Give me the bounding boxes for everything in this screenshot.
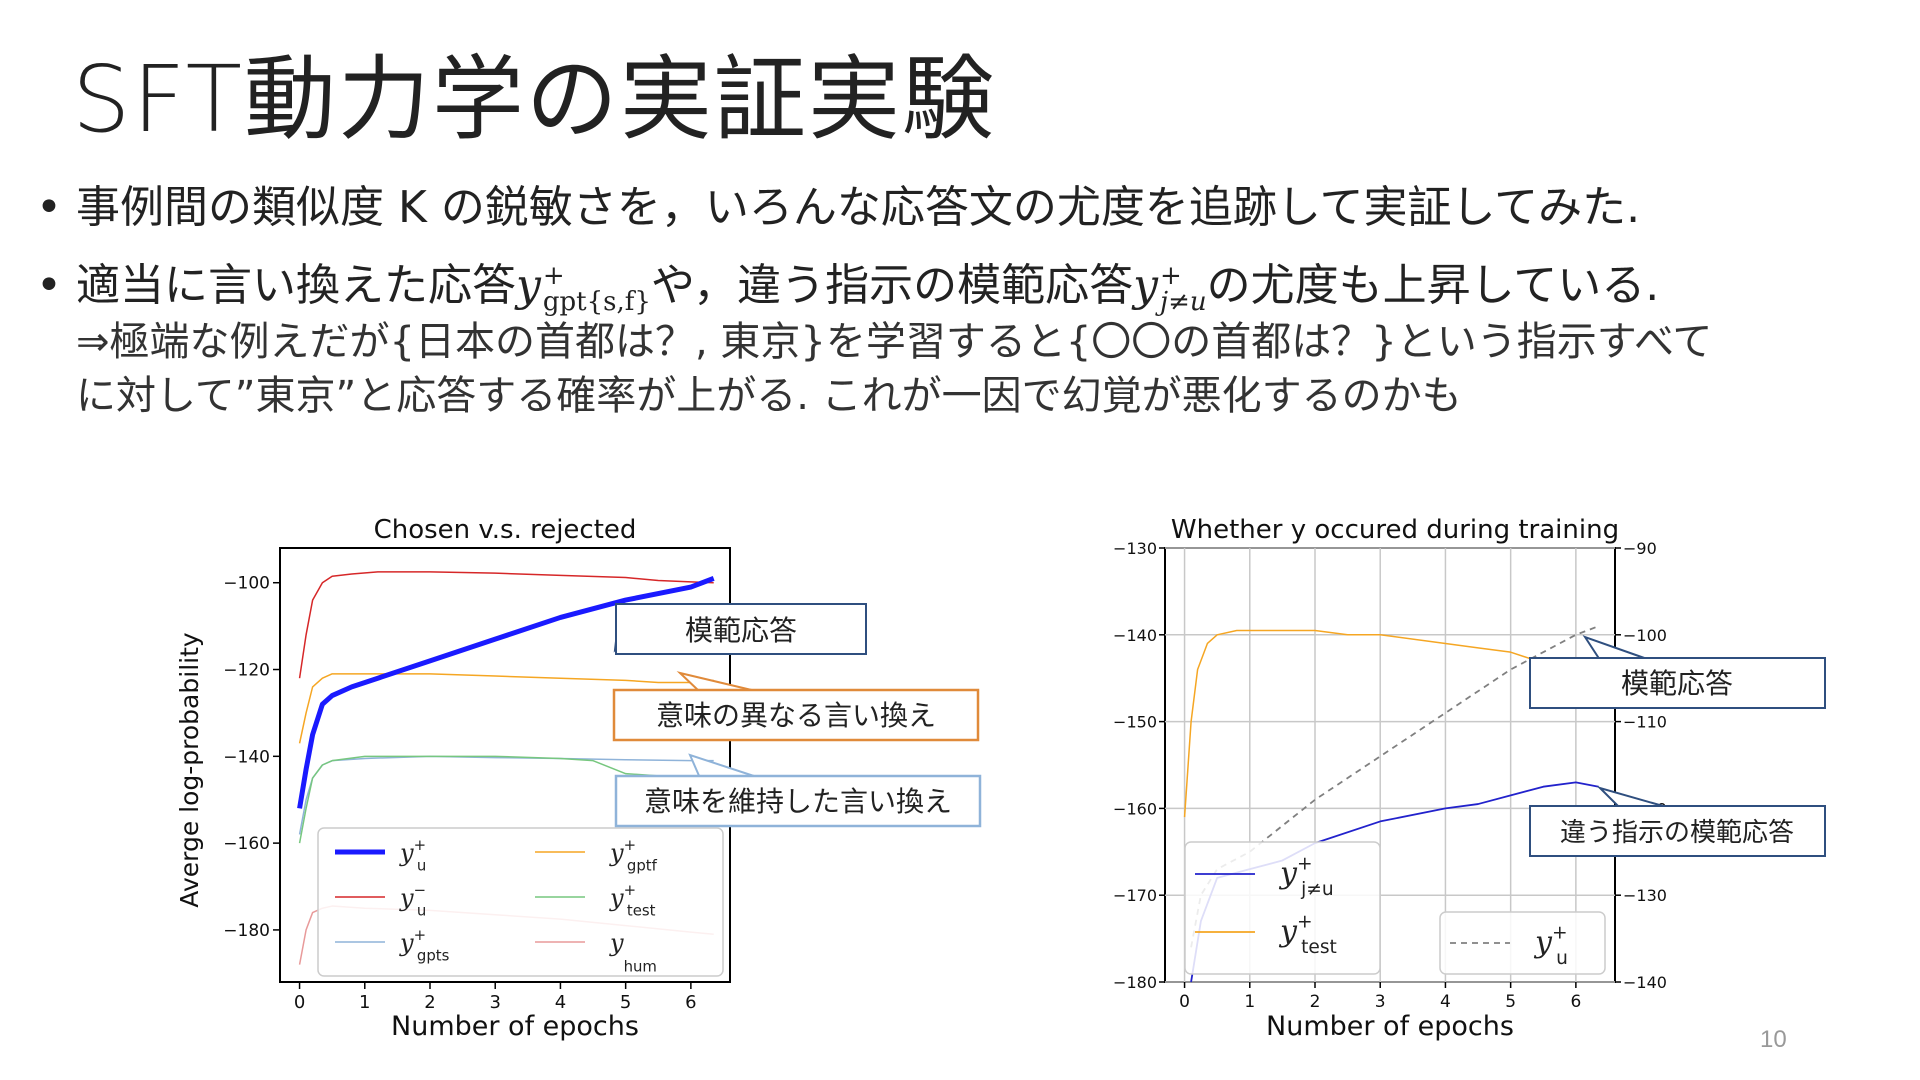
- y-tick-label: −180: [223, 921, 270, 941]
- plot-frame: [1164, 547, 1616, 983]
- bullet-similarity: 事例間の類似度 K の鋭敏さを，いろんな応答文の尤度を追跡して実証してみた.: [36, 180, 1896, 236]
- chart-title: Chosen v.s. rejected: [374, 515, 637, 545]
- bullet-paraphrase-text-c: の尤度も上昇している.: [1206, 260, 1660, 311]
- legend-label: y+ test: [609, 881, 656, 919]
- y-tick-label: −160: [1113, 799, 1157, 818]
- series-line: [297, 576, 715, 809]
- chart-title: Whether y occured during training: [1171, 515, 1619, 545]
- chart-occurred-during-training: Whether y occured during training Number…: [1113, 515, 1667, 1042]
- bullet-paraphrase: 適当に言い換えた応答y+gpt{s,f}や，違う指示の模範応答y+j≠uの尤度も…: [36, 258, 1896, 315]
- page-number: 10: [1760, 1026, 1787, 1053]
- x-tick-label: 1: [1244, 992, 1255, 1012]
- x-tick-label: 3: [489, 992, 500, 1013]
- y-right-tick-label: −110: [1623, 713, 1667, 732]
- legend-label: y+ u: [399, 836, 426, 874]
- x-tick-label: 5: [1505, 992, 1516, 1012]
- series-line: [298, 571, 714, 679]
- y-right-tick-label: −120: [1623, 799, 1667, 818]
- y-right-tick-label: −130: [1623, 886, 1667, 905]
- y-tick-label: −130: [1113, 539, 1157, 558]
- y-tick-label: −180: [1113, 973, 1157, 992]
- legend-label: y− u: [399, 881, 426, 919]
- y-tick-label: −160: [223, 834, 270, 854]
- chart-chosen-vs-rejected: Chosen v.s. rejected Number of epochs Av…: [175, 515, 731, 1042]
- y-tick-label: −150: [1113, 713, 1157, 732]
- math-y-j-sup: +: [1160, 260, 1182, 291]
- series-line: [1183, 629, 1537, 818]
- bullet-paraphrase-text-a: 適当に言い換えた応答: [76, 260, 516, 311]
- slide-title: SFT動力学の実証実験: [72, 46, 996, 153]
- x-tick-label: 4: [555, 992, 566, 1013]
- math-y-j: y + j≠u: [1133, 260, 1206, 315]
- y-tick-label: −170: [1113, 886, 1157, 905]
- x-tick-label: 6: [1570, 992, 1581, 1012]
- math-y-gpt-sub: gpt{s,f}: [542, 286, 651, 317]
- y-right-tick-label: −100: [1623, 626, 1667, 645]
- x-tick-label: 2: [424, 992, 435, 1013]
- x-tick-label: 3: [1375, 992, 1386, 1012]
- x-tick-label: 5: [620, 992, 631, 1013]
- math-y-gpt: y + gpt{s,f}: [516, 260, 651, 315]
- legend-label: y+ test: [1278, 912, 1337, 959]
- sub-line-1: ⇒極端な例えだが{日本の首都は？, 東京}を学習すると{〇〇の首都は？}という指…: [76, 318, 1713, 365]
- y-tick-label: −140: [1113, 626, 1157, 645]
- legend-box: [1184, 841, 1381, 975]
- x-tick-label: 1: [359, 992, 370, 1013]
- legend-box: [317, 827, 724, 977]
- x-axis-label: Number of epochs: [391, 1011, 639, 1042]
- x-tick-label: 2: [1310, 992, 1321, 1012]
- series-line: [298, 673, 714, 744]
- math-y-gpt-base: y: [516, 260, 541, 311]
- math-y-gpt-sup: +: [542, 260, 565, 291]
- legend-label: y+ u: [1533, 923, 1568, 970]
- bullet-list: 事例間の類似度 K の鋭敏さを，いろんな応答文の尤度を追跡して実証してみた. 適…: [36, 180, 1896, 423]
- legend-label: y+ gpts: [399, 926, 450, 964]
- x-tick-label: 4: [1440, 992, 1451, 1012]
- legend-label: yhum: [609, 929, 657, 975]
- legend-label: y+ j≠u: [1278, 854, 1334, 901]
- sub-line-2: に対して”東京”と応答する確率が上がる. これが一因で幻覚が悪化するのかも: [76, 372, 1462, 419]
- x-tick-label: 0: [1179, 992, 1190, 1012]
- y-tick-label: −120: [223, 661, 270, 681]
- bullet-paraphrase-text-b: や，違う指示の模範応答: [650, 260, 1134, 311]
- y-right-tick-label: −140: [1623, 973, 1667, 992]
- y-right-tick-label: −90: [1623, 539, 1657, 558]
- x-tick-label: 6: [685, 992, 696, 1013]
- y-tick-label: −100: [223, 574, 270, 594]
- math-y-j-sub: j≠u: [1160, 286, 1207, 317]
- x-tick-label: 0: [294, 992, 305, 1013]
- math-y-j-base: y: [1133, 260, 1159, 311]
- y-axis-label: Averge log-probability: [175, 632, 204, 908]
- x-axis-label: Number of epochs: [1266, 1011, 1514, 1042]
- legend-label: y+ gptf: [609, 836, 658, 874]
- legend-box: [1439, 911, 1606, 975]
- y-tick-label: −140: [223, 747, 270, 767]
